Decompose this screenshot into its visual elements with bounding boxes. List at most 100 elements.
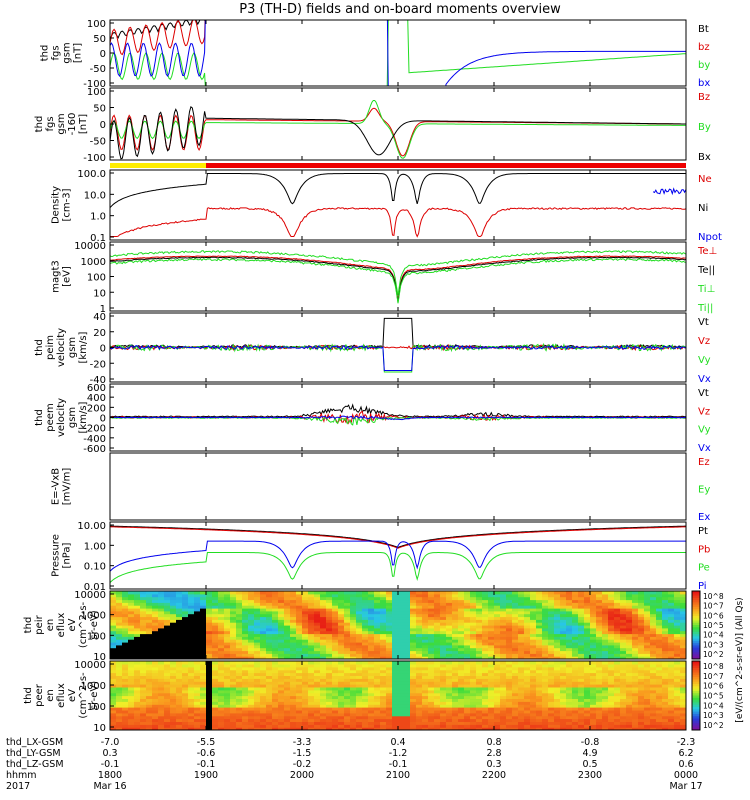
colorbar-tick-label: 10^3 [703,640,724,649]
y-axis-label-line: velocity [56,398,67,437]
x-axis-value: 2200 [482,770,506,781]
y-tick-label: 0.10 [84,562,106,573]
x-axis-value: -2.3 [677,737,696,748]
y-axis-label-line: en [45,619,56,632]
y-axis-label-line: gsm [67,407,78,428]
y-tick-label: -400 [83,434,106,445]
colorbar-swatch [692,595,700,599]
colorbar-swatch [692,609,700,612]
legend-entry: Vt [698,317,709,328]
y-tick-label: 10.00 [77,521,106,532]
colorbar-swatch [692,606,700,610]
x-axis-value: 1800 [98,770,122,781]
colorbar-swatch [692,622,700,626]
colorbar-swatch [692,690,700,694]
series-line-pressure-2 [110,526,686,549]
y-tick-label: 10 [93,288,106,299]
x-axis-value: 0.8 [486,737,501,748]
colorbar-swatch [692,713,700,717]
colorbar-swatch [692,704,700,708]
y-axis-label: Density [cm-3] [51,186,73,224]
legend-entry: Vz [698,406,710,417]
colorbar-tick-label: 10^8 [703,592,724,601]
y-axis-label: thd fgs gsm -160 [nT] [34,113,89,136]
colorbar-swatch [692,725,700,729]
y-axis-label-line: sr-eV) [89,681,100,710]
x-axis-row-label: thd_LX-GSM [6,737,63,748]
colorbar-swatch [692,723,700,726]
series-line-ion-velocity-3 [110,342,686,373]
colorbar-tick-label: 10^7 [703,672,724,681]
panel-frame [109,169,687,241]
colorbar-swatch [692,670,700,673]
y-axis-label-line: [mV/m] [62,468,73,506]
series-line-fgs-zoom-2 [110,100,686,159]
colorbar-swatch [692,611,700,615]
colorbar-swatch [692,707,700,710]
legend-entry: Bz [698,92,710,103]
series-line-ion-velocity-4 [110,344,686,371]
colorbar-swatch [692,613,700,617]
y-tick-label: 0 [100,344,106,355]
colorbar-tick-label: 10^2 [703,721,724,730]
y-tick-label: 50 [93,34,106,45]
colorbar-swatch [692,667,700,671]
y-tick-label: 400 [87,393,106,404]
colorbar-swatch [692,627,700,631]
y-tick-label: -50 [90,137,106,148]
legend-entry: bz [698,42,710,53]
colorbar-swatch [692,643,700,646]
colorbar-swatch [692,636,700,640]
y-tick-label: 50 [93,104,106,115]
x-axis-value: -1.2 [389,748,408,759]
y-axis-label-line: peir [34,614,45,634]
y-tick-label: 0 [100,49,106,60]
colorbar-swatch [692,702,700,706]
x-axis-value: 0.3 [486,759,501,770]
colorbar-tick-label: 10^3 [703,711,724,720]
colorbar-swatch [692,720,700,724]
colorbar-swatch [692,686,700,690]
series-line-fgs-3 [110,20,686,86]
y-axis-label-line: Pressure [51,534,62,577]
y-tick-label: 100 [87,273,106,284]
y-tick-label: 10 [93,723,106,734]
y-tick-label: 1.00 [84,541,106,552]
y-axis-label-line: [km/s] [78,401,89,433]
y-tick-label: 1.0 [90,212,106,223]
x-axis-value: 0.5 [582,759,597,770]
legend-entry: Bt [698,24,709,35]
x-axis-value: -0.8 [581,737,600,748]
y-axis-label-line: velocity [56,328,67,367]
y-tick-label: 0.01 [84,582,106,593]
colorbar-swatch [692,597,700,601]
colorbar-swatch [692,615,700,619]
colorbar-swatch [692,684,700,687]
x-axis-row-label: thd_LZ-GSM [6,759,64,770]
x-axis-value: 2300 [578,770,602,781]
colorbar-swatch [692,663,700,667]
series-line-density-3 [652,187,686,196]
y-tick-label: 10000 [74,241,106,252]
y-axis-label-line: peim [45,335,56,360]
colorbar-swatch [692,625,700,628]
legend-entry: Pi [698,581,707,592]
colorbar-swatch [692,709,700,713]
colorbar-frame [691,590,701,660]
y-tick-label: -40 [90,375,106,386]
colorbar-swatch [692,640,700,644]
colorbar-swatch [692,604,700,608]
y-tick-label: -200 [83,424,106,435]
colorbar-swatch [692,674,700,678]
y-tick-label: 10000 [74,660,106,671]
spectrogram-cells [110,591,686,659]
y-axis-label-line: eV [67,689,78,702]
x-axis-value: 6.2 [678,748,693,759]
y-axis-label-line: thd [23,687,34,704]
y-axis-label-line: [nPa] [62,542,73,568]
legend-entry: Vx [698,374,711,385]
panel-ion-spectrogram: 10000 1000 100 10 thd peir en eflux eV (cm^2-s-sr… [23,590,687,663]
y-axis-label-line: eflux [56,683,67,708]
